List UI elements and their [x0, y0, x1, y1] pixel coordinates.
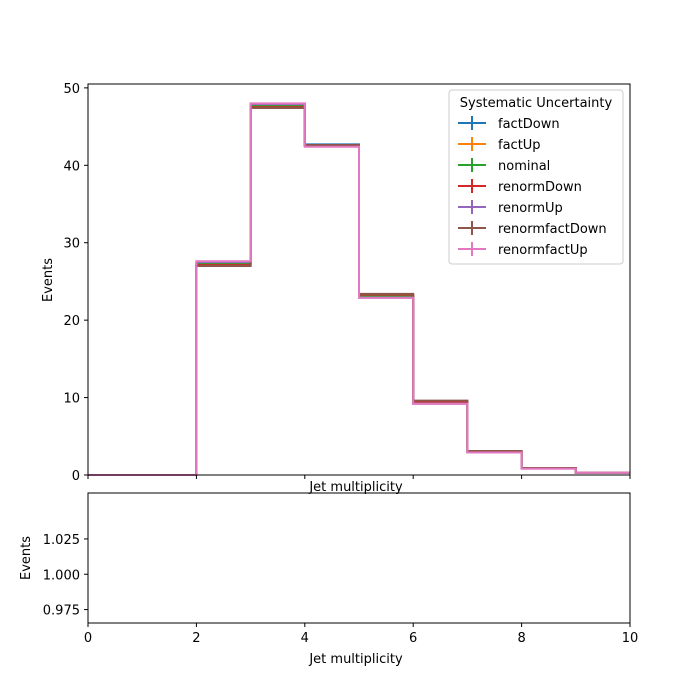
main-y-tick-label: 10 [63, 392, 80, 407]
ratio-x-tick-label: 0 [84, 631, 92, 646]
ratio-x-axis-ticks: 0 2 4 6 8 10 [84, 623, 638, 646]
ratio-y-tick-label: 1.000 [43, 568, 80, 583]
ratio-x-tick-label: 6 [409, 631, 417, 646]
ratio-x-axis-label: Jet multiplicity [308, 652, 403, 667]
legend-label-renormfactup: renormfactUp [498, 243, 588, 258]
ratio-x-tick-label: 2 [192, 631, 200, 646]
ratio-panel: 0.975 1.000 1.025 0 2 4 6 8 10 Jet multiplicity… [19, 492, 638, 667]
main-y-axis-ticks: 0 10 20 30 40 50 [63, 82, 88, 484]
ratio-x-tick-label: 8 [517, 631, 525, 646]
legend-label-nominal: nominal [498, 159, 550, 174]
ratio-y-axis-ticks: 0.975 1.000 1.025 [43, 533, 88, 619]
legend-box [448, 89, 624, 265]
legend-title: Systematic Uncertainty [460, 96, 613, 111]
ratio-y-axis-label: Events [19, 536, 34, 580]
ratio-plot-frame [87, 492, 631, 624]
histogram-series-group [88, 102, 630, 476]
legend: Systematic Uncertainty factDown factUp nom… [448, 89, 624, 265]
main-y-tick-label: 20 [63, 314, 80, 329]
ratio-y-tick-label: 0.975 [43, 604, 80, 619]
legend-label-renormdown: renormDown [498, 180, 582, 195]
main-plot-frame [87, 83, 631, 476]
legend-label-renormfactdown: renormfactDown [498, 222, 607, 237]
ratio-y-tick-label: 1.025 [43, 533, 80, 548]
main-y-tick-label: 50 [63, 82, 80, 97]
legend-label-renormup: renormUp [498, 201, 563, 216]
legend-label-factup: factUp [498, 138, 541, 153]
legend-label-factdown: factDown [498, 117, 560, 132]
main-x-axis-label: Jet multiplicity [308, 480, 403, 495]
main-y-tick-label: 0 [72, 469, 80, 484]
main-x-axis-ticks [87, 475, 631, 479]
legend-entries: factDown factUp nominal renormDown renormUp r… [458, 116, 607, 258]
ratio-x-tick-label: 4 [301, 631, 309, 646]
ratio-x-tick-label: 10 [622, 631, 639, 646]
main-y-tick-label: 30 [63, 237, 80, 252]
histogram-series-renormfactup [88, 102, 630, 476]
main-histogram-panel: 0 10 20 30 40 50 Jet multiplicity Events Syst… [41, 82, 631, 495]
main-y-tick-label: 40 [63, 159, 80, 174]
main-y-axis-label: Events [41, 258, 56, 302]
